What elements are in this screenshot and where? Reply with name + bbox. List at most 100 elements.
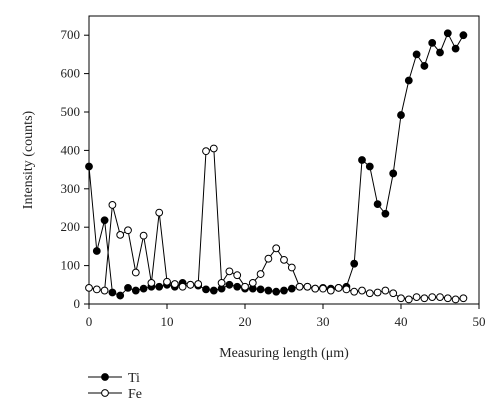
series-fe-point: [412, 293, 421, 301]
series-fe-point: [404, 295, 413, 304]
y-tick-label: 600: [61, 66, 81, 81]
series-fe-point: [170, 280, 179, 288]
series-ti-point: [412, 50, 421, 59]
x-tick-label: 30: [317, 314, 330, 329]
series-fe-point: [381, 286, 390, 295]
series-fe-point: [280, 255, 288, 264]
series-ti-point: [202, 285, 210, 294]
legend-ti-label: Ti: [128, 371, 140, 386]
series-fe-point: [373, 288, 382, 297]
series-ti-point: [287, 284, 296, 293]
y-axis-label: Intensity (counts): [21, 110, 36, 209]
series-fe-point: [365, 289, 374, 298]
series-fe-point: [178, 282, 187, 291]
series-ti-point: [389, 169, 398, 178]
series-ti-point: [381, 209, 390, 218]
series-fe: [85, 144, 468, 304]
series-ti-point: [209, 286, 218, 295]
series-fe-point: [85, 283, 93, 292]
series-fe-point: [202, 147, 210, 156]
series-fe-point: [116, 230, 125, 239]
series-ti-point: [451, 44, 460, 53]
series-fe-point: [397, 294, 405, 303]
series-ti-point: [225, 280, 234, 289]
series-fe-point: [311, 284, 320, 293]
series-fe-point: [334, 283, 343, 292]
series-ti-point: [436, 48, 444, 57]
series-fe-point: [303, 282, 312, 291]
series-fe-point: [131, 268, 140, 277]
series-fe-point: [319, 284, 327, 293]
series-ti-point: [365, 162, 374, 171]
series-fe-point: [217, 278, 226, 287]
series-ti-point: [397, 111, 405, 119]
series-fe-point: [209, 144, 218, 153]
series-fe-point: [350, 287, 359, 296]
series-ti: [85, 29, 468, 300]
series-ti-point: [108, 288, 117, 297]
series-fe-point: [451, 295, 460, 304]
y-tick-label: 300: [61, 181, 81, 196]
plot-frame: [88, 15, 480, 305]
y-tick-label: 100: [61, 258, 81, 273]
x-tick-label: 50: [473, 314, 486, 329]
legend-fe-marker: [101, 389, 109, 397]
series-fe-point: [92, 285, 101, 294]
series-ti-point: [373, 200, 382, 209]
series-fe-point: [443, 294, 452, 303]
legend-ti-marker: [101, 373, 109, 381]
series-fe-point: [241, 282, 249, 291]
series-fe-point: [248, 278, 257, 287]
series-ti-point: [155, 282, 164, 291]
series-ti-point: [124, 283, 132, 292]
series-fe-point: [389, 289, 398, 298]
series-fe-point: [420, 294, 429, 303]
y-tick-label: 500: [61, 104, 81, 119]
series-fe-point: [358, 286, 366, 295]
series-layer: [85, 29, 468, 304]
series-fe-point: [428, 293, 437, 301]
series-ti-point: [100, 216, 109, 225]
series-fe-point: [155, 208, 164, 217]
series-fe-point: [194, 280, 203, 288]
series-ti-point: [443, 29, 452, 38]
series-fe-point: [139, 231, 148, 240]
series-ti-point: [264, 286, 273, 295]
y-tick-label: 200: [61, 219, 81, 234]
series-fe-point: [436, 293, 444, 301]
series-fe-point: [147, 278, 156, 287]
series-fe-point: [163, 277, 171, 286]
series-fe-point: [295, 282, 304, 291]
y-tick-label: 400: [61, 142, 81, 157]
series-ti-point: [139, 284, 148, 293]
series-fe-point: [326, 286, 335, 295]
series-ti-point: [256, 285, 265, 294]
series-ti-point: [116, 291, 125, 300]
series-ti-point: [358, 156, 366, 164]
series-fe-point: [287, 263, 296, 272]
series-ti-point: [428, 38, 437, 47]
series-fe-point: [342, 285, 351, 294]
x-tick-label: 40: [395, 314, 408, 329]
y-axis-ticks: 0 100 200 300 400 500 600 700: [61, 27, 89, 311]
x-tick-label: 10: [161, 314, 174, 329]
series-fe-point: [264, 254, 273, 263]
series-fe-point: [108, 201, 117, 209]
series-fe-point: [233, 271, 242, 280]
series-ti-point: [420, 62, 429, 70]
x-axis-ticks: 0 10 20 30 40 50: [86, 304, 486, 329]
series-ti-point: [131, 286, 140, 295]
series-ti-point: [280, 286, 288, 295]
series-ti-point: [92, 247, 101, 255]
y-tick-label: 700: [61, 27, 81, 42]
x-axis-label: Measuring length (μm): [219, 346, 349, 361]
series-fe-point: [272, 244, 281, 253]
series-ti-point: [404, 76, 413, 85]
series-fe-point: [256, 270, 265, 278]
x-tick-label: 20: [239, 314, 252, 329]
series-ti-point: [350, 259, 359, 268]
series-ti-point: [85, 162, 93, 171]
series-fe-point: [459, 294, 468, 303]
